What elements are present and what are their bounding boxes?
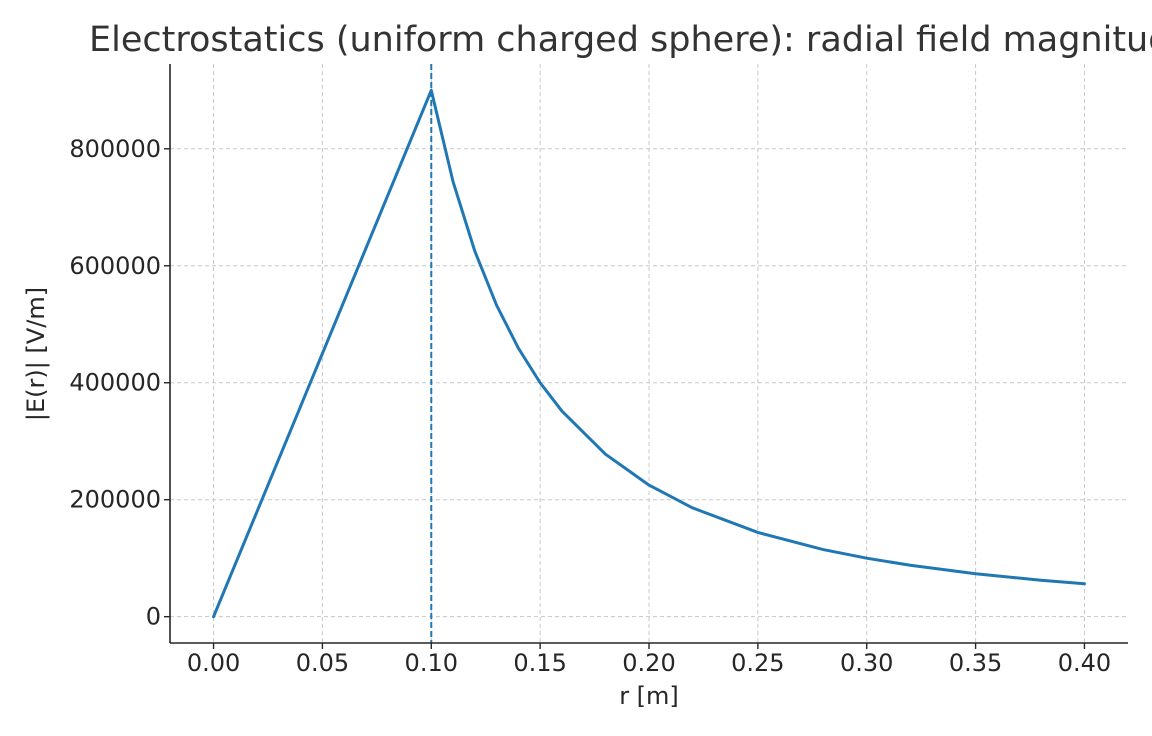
y-tick-label: 400000	[69, 369, 161, 397]
x-axis-title: r [m]	[619, 682, 679, 710]
y-axis-title: |E(r)| [V/m]	[22, 287, 50, 421]
chart-title: Electrostatics (uniform charged sphere):…	[89, 20, 1152, 60]
field-magnitude-line	[212, 88, 1086, 619]
plot-area	[212, 64, 1086, 643]
y-tick-label: 200000	[69, 486, 161, 514]
y-tick-label: 0	[146, 603, 161, 631]
y-tick-label: 800000	[69, 135, 161, 163]
x-tick-label: 0.25	[731, 649, 784, 677]
x-tick-label: 0.20	[622, 649, 675, 677]
x-tick-label: 0.30	[840, 649, 893, 677]
x-tick-label: 0.40	[1058, 649, 1111, 677]
grid	[170, 64, 1128, 643]
x-tick-label: 0.15	[513, 649, 566, 677]
x-tick-label: 0.00	[187, 649, 240, 677]
y-tick-label: 600000	[69, 252, 161, 280]
ticks: 0.00 0.05 0.10 0.15 0.20 0.25 0.30 0.35 0.40 0 200…	[69, 135, 1111, 677]
x-tick-label: 0.35	[949, 649, 1002, 677]
x-tick-label: 0.05	[296, 649, 349, 677]
x-tick-label: 0.10	[405, 649, 458, 677]
